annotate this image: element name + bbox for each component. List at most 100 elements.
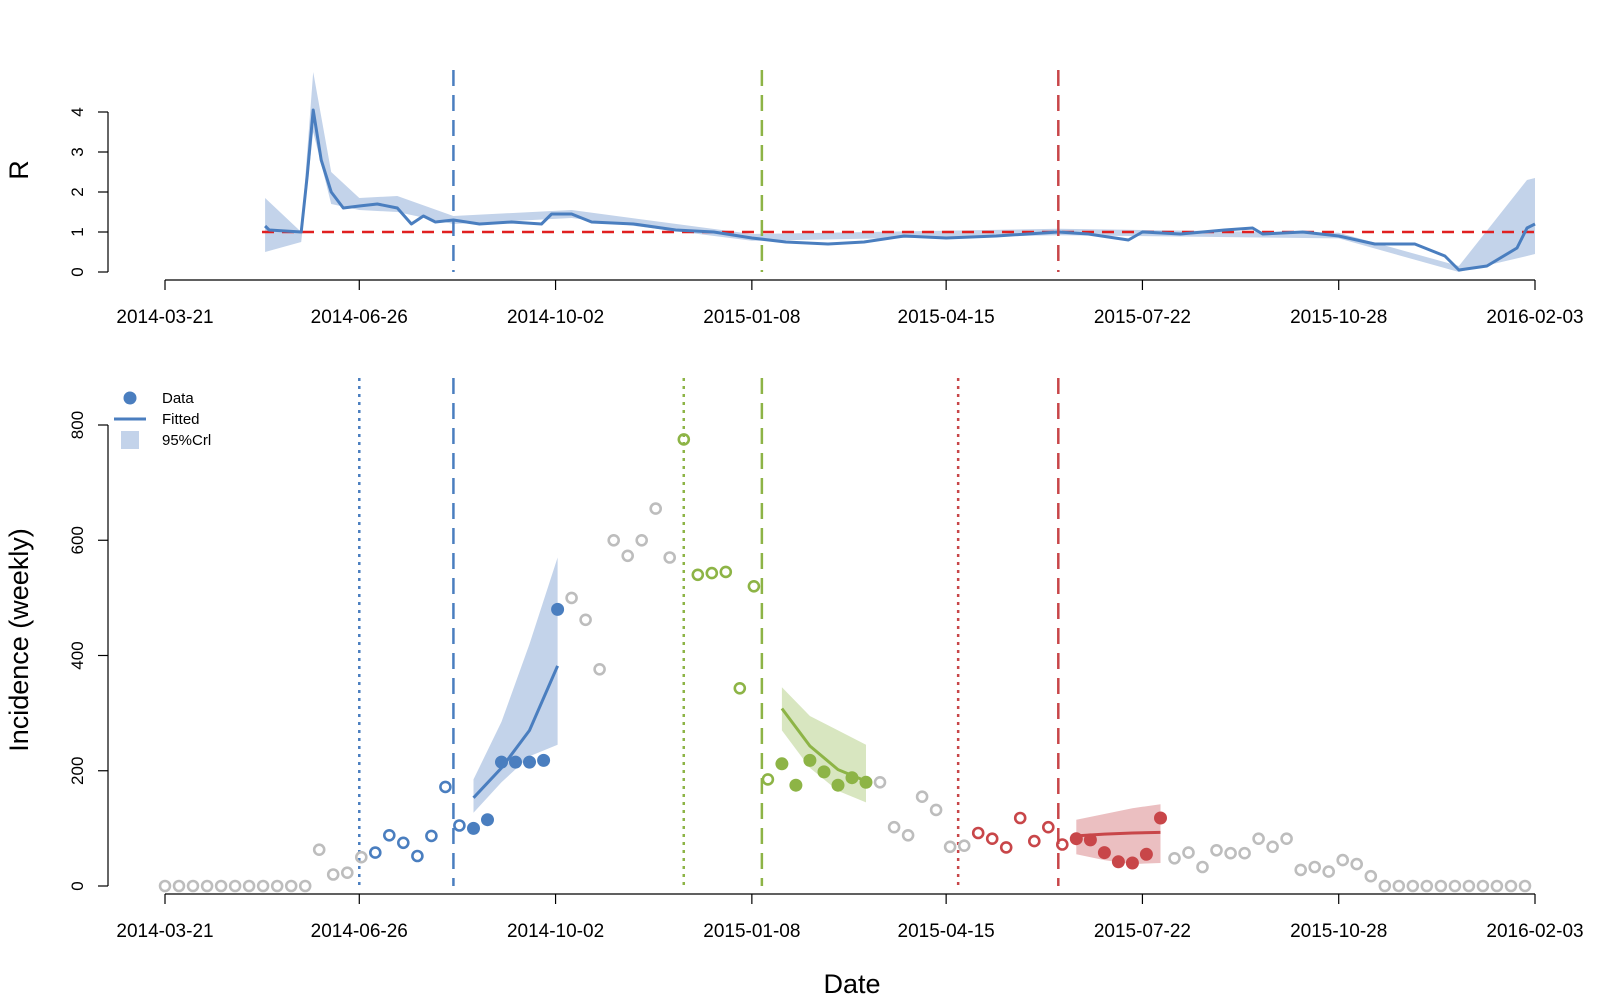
data-point xyxy=(1224,846,1237,860)
data-point xyxy=(481,813,494,827)
data-point xyxy=(1168,851,1181,865)
data-point xyxy=(579,613,592,627)
data-point xyxy=(495,755,508,769)
incidence-y-tick-label: 600 xyxy=(68,526,87,554)
incidence-x-tick-label: 2014-10-02 xyxy=(507,921,604,942)
data-point xyxy=(551,602,565,616)
r-y-tick-label: 3 xyxy=(68,147,87,156)
data-point xyxy=(831,778,845,792)
incidence-x-tick-label: 2015-01-08 xyxy=(703,921,800,942)
data-point xyxy=(1462,879,1476,893)
data-point xyxy=(1434,879,1448,893)
data-point xyxy=(621,549,635,563)
data-point xyxy=(284,879,298,893)
data-point xyxy=(1028,834,1041,848)
incidence-x-tick-label: 2015-07-22 xyxy=(1094,921,1191,942)
data-point xyxy=(228,879,242,893)
data-point xyxy=(957,839,971,853)
incidence-x-tick-label: 2014-03-21 xyxy=(116,921,213,942)
data-point xyxy=(326,868,340,881)
data-point xyxy=(467,821,480,835)
data-point xyxy=(1083,833,1097,847)
data-point xyxy=(915,790,929,804)
legend-label: 95%Crl xyxy=(162,432,211,449)
data-point xyxy=(1350,857,1363,871)
data-point xyxy=(1139,847,1153,861)
data-point xyxy=(1518,879,1532,893)
data-point xyxy=(1154,811,1167,825)
data-point xyxy=(425,829,438,843)
data-point xyxy=(635,533,649,547)
incidence-y-tick-label: 400 xyxy=(68,641,87,669)
data-point xyxy=(677,433,691,446)
data-point xyxy=(439,780,452,794)
data-point xyxy=(747,579,761,593)
legend-band-swatch xyxy=(121,431,139,449)
data-point xyxy=(1504,879,1518,893)
data-point xyxy=(1406,879,1420,893)
r-credible-band xyxy=(265,72,1536,272)
r-x-tick-label: 2016-02-03 xyxy=(1486,307,1583,328)
data-point xyxy=(1125,856,1139,870)
data-point xyxy=(887,820,901,834)
data-point xyxy=(943,840,957,854)
data-point xyxy=(1490,879,1504,893)
r-panel: 2014-03-21 2014-06-26 2014-10-02 2015-01-08… xyxy=(68,70,1584,328)
incidence-x-tick-label: 2016-02-03 xyxy=(1486,921,1583,942)
data-point xyxy=(1420,879,1434,893)
data-point xyxy=(1097,846,1111,860)
incidence-x-tick-label: 2015-04-15 xyxy=(898,921,995,942)
incidence-axis-title: Incidence (weekly) xyxy=(4,528,34,752)
data-point xyxy=(1056,838,1069,851)
data-point xyxy=(270,879,284,893)
data-point xyxy=(817,765,831,779)
data-point xyxy=(1252,832,1265,846)
r-x-tick-label: 2014-10-02 xyxy=(507,307,604,328)
data-point xyxy=(1111,855,1125,869)
fit-credible-band xyxy=(473,557,558,813)
r-x-tick-label: 2014-06-26 xyxy=(311,307,408,328)
r-x-tick-label: 2015-07-22 xyxy=(1094,307,1191,328)
legend-data-swatch xyxy=(123,391,137,405)
data-point xyxy=(382,828,396,842)
data-point xyxy=(873,775,887,789)
data-point xyxy=(509,755,522,769)
data-point xyxy=(1196,860,1209,874)
r-axis-title: R xyxy=(4,160,34,180)
legend: Data Fitted 95%Crl xyxy=(114,390,211,449)
legend-label: Fitted xyxy=(162,411,200,428)
data-point xyxy=(719,565,733,579)
data-point xyxy=(1182,846,1195,859)
date-axis-title: Date xyxy=(823,969,880,999)
data-point xyxy=(733,681,747,695)
data-point xyxy=(649,502,663,515)
data-point xyxy=(1013,811,1027,825)
incidence-panel: 2014-03-21 2014-06-26 2014-10-02 2015-01-08… xyxy=(68,378,1584,942)
data-point xyxy=(789,778,803,792)
data-point xyxy=(1322,865,1335,878)
data-point xyxy=(1294,863,1307,877)
incidence-x-tick-label: 2015-10-28 xyxy=(1290,921,1387,942)
data-point xyxy=(1336,853,1349,867)
fit-line xyxy=(472,665,559,799)
data-point xyxy=(845,771,859,785)
data-point xyxy=(1308,860,1321,874)
data-point xyxy=(565,591,578,605)
data-point xyxy=(172,879,186,893)
legend-label: Data xyxy=(162,390,194,407)
r-x-tick-label: 2015-04-15 xyxy=(898,307,995,328)
data-point xyxy=(1280,832,1293,846)
data-point xyxy=(1238,846,1251,860)
data-point xyxy=(340,866,354,880)
data-point xyxy=(298,879,312,893)
data-point xyxy=(691,568,705,582)
r-x-tick-label: 2014-03-21 xyxy=(116,307,213,328)
r-y-tick-label: 4 xyxy=(68,107,87,116)
data-point xyxy=(1210,843,1223,857)
data-point xyxy=(761,773,775,786)
data-point xyxy=(929,803,943,817)
data-point xyxy=(214,879,228,893)
data-point xyxy=(775,757,789,771)
data-point xyxy=(901,828,915,842)
